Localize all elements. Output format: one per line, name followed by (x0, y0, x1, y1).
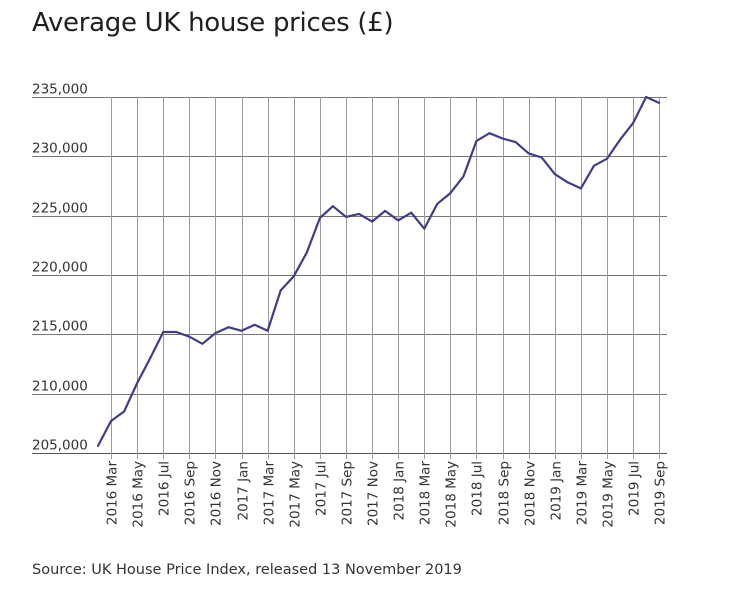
x-tick-label: 2018 Sep (497, 461, 513, 525)
y-tick-label: 215,000 (32, 319, 88, 335)
x-tick-label: 2016 Nov (209, 461, 225, 526)
x-tick-label: 2016 Sep (183, 461, 199, 525)
x-tick-label: 2018 Jul (470, 461, 486, 516)
x-tick-label: 2016 Mar (105, 461, 121, 526)
x-axis-tick-labels: 2016 Mar 2016 May 2016 Jul 2016 Sep 2016 Nov… (105, 461, 669, 528)
x-tick-label: 2017 Jan (236, 461, 252, 520)
y-axis-tick-labels: 205,000 210,000 215,000 220,000 225,000 230,0… (32, 82, 88, 454)
y-tick-label: 205,000 (32, 438, 88, 454)
x-tick-label: 2017 Nov (366, 461, 382, 526)
x-tick-label: 2017 Jul (314, 461, 330, 516)
x-tick-label: 2017 Sep (340, 461, 356, 525)
x-tick-label: 2017 May (288, 461, 304, 528)
series-layer (96, 95, 661, 447)
x-tick-label: 2018 Nov (523, 461, 539, 526)
x-tick-label: 2019 Mar (575, 461, 591, 526)
x-tick-label: 2016 Jul (157, 461, 173, 516)
x-tick-label: 2019 May (601, 461, 617, 528)
x-tick-label: 2018 Jan (392, 461, 408, 520)
x-tick-label: 2018 Mar (418, 461, 434, 526)
y-tick-label: 210,000 (32, 379, 88, 395)
source-note: Source: UK House Price Index, released 1… (32, 562, 462, 578)
vertical-gridlines (111, 97, 660, 459)
x-tick-label: 2019 Jan (549, 461, 565, 520)
x-tick-label: 2019 Sep (653, 461, 669, 525)
y-tick-label: 220,000 (32, 260, 88, 276)
y-tick-label: 235,000 (32, 82, 88, 98)
x-tick-label: 2016 May (131, 461, 147, 528)
chart-title: Average UK house prices (£) (32, 8, 394, 38)
y-tick-label: 225,000 (32, 201, 88, 217)
x-tick-label: 2019 Jul (627, 461, 643, 516)
y-tick-label: 230,000 (32, 141, 88, 157)
horizontal-gridlines (32, 97, 667, 454)
series-line (96, 95, 661, 447)
x-tick-label: 2018 May (444, 461, 460, 528)
x-tick-label: 2017 Mar (262, 461, 278, 526)
